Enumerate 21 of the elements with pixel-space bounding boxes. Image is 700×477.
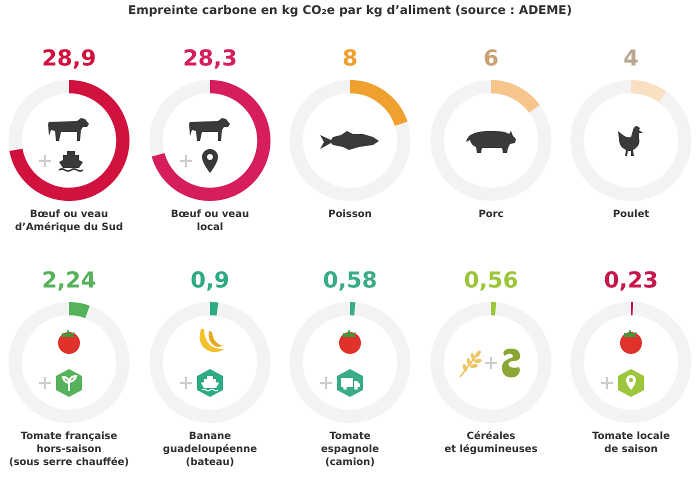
data-label: 28,3 <box>182 46 238 72</box>
data-label: 8 <box>342 46 358 72</box>
text: Bœuf ou veau d’Amérique du Sud <box>14 208 124 234</box>
data-label: 6 <box>483 46 499 72</box>
chart-title: Empreinte carbone en kg CO₂e par kg d’aliment (source : ADEME) <box>127 3 573 17</box>
data-label: 0,58 <box>322 268 378 294</box>
text: Bœuf ou veau local <box>170 208 250 234</box>
text: Tomate française hors-saison (sous serre chauffée) <box>8 430 130 469</box>
data-label: 0,23 <box>604 268 658 294</box>
text: Poisson <box>327 208 373 221</box>
data-label: 0,56 <box>464 268 518 294</box>
data-label: 0,9 <box>190 268 230 294</box>
text: Tomate locale de saison <box>591 430 671 456</box>
data-label: 2,24 <box>42 268 96 294</box>
data-label: 28,9 <box>42 46 96 72</box>
text: Tomate espagnole (camion) <box>320 430 380 469</box>
data-label: 4 <box>623 46 639 72</box>
text: Céréales et légumineuses <box>443 430 539 456</box>
text: Banane guadeloupéenne (bateau) <box>162 430 258 469</box>
text: Porc <box>477 208 505 221</box>
text: Poulet <box>612 208 650 221</box>
